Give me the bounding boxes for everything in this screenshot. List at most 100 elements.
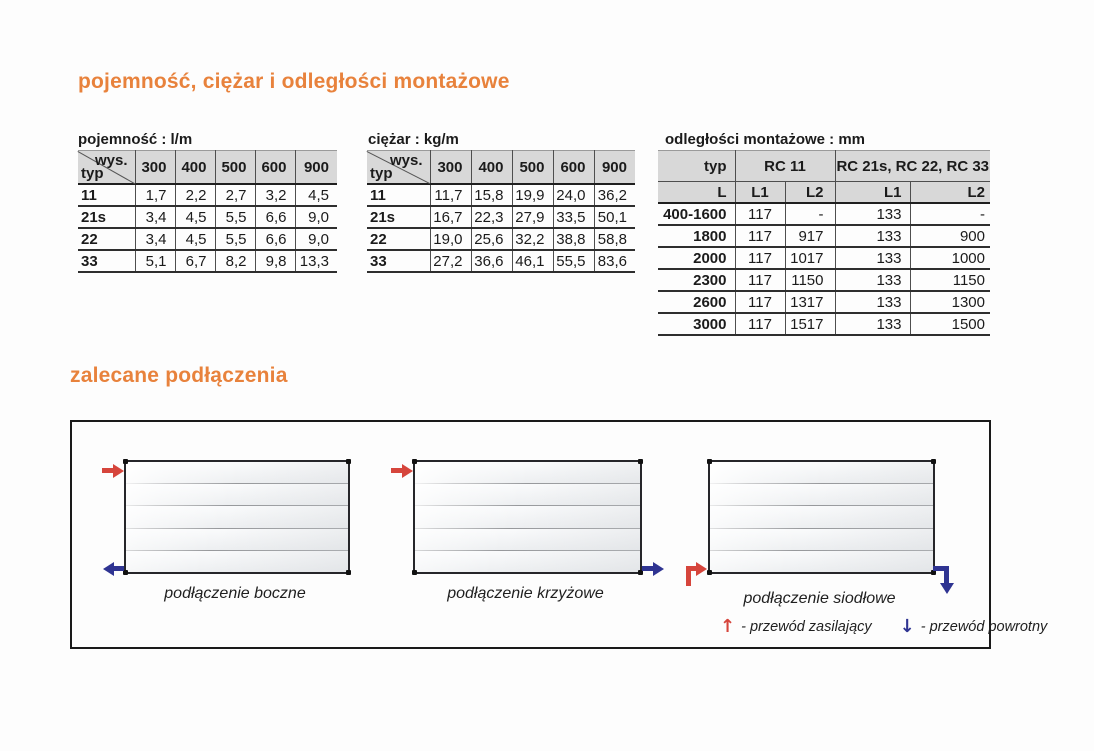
cell: 1517 (784, 313, 835, 336)
cell: - (909, 203, 990, 226)
legend-text: - przewód zasilający (741, 619, 872, 635)
capacity-header-row: wys. typ 300 400 500 600 900 (77, 150, 337, 185)
radiator-strip (415, 549, 640, 573)
cell: 9,0 (294, 228, 337, 251)
radiator-strip (415, 527, 640, 550)
cell: 4,5 (294, 184, 337, 207)
corner-cap (707, 459, 712, 464)
cell: - (784, 203, 835, 226)
return-elbow-vertical (944, 566, 949, 583)
cell: 24,0 (552, 184, 594, 207)
mounting-table: typ RC 11 RC 21s, RC 22, RC 33 L L1 L2 L… (658, 150, 990, 336)
row-header: 33 (78, 250, 135, 273)
weight-table: wys. typ 300 400 500 600 900 11 11,7 15,… (366, 150, 635, 273)
mounting-table-label: odległości montażowe : mm (665, 131, 866, 148)
radiator-strip (710, 505, 933, 528)
cell: 1300 (909, 291, 990, 314)
radiator-panel (123, 459, 351, 575)
sub-header-L: L (658, 181, 735, 204)
diagram-label: podłączenie siodłowe (743, 590, 896, 607)
cell: 1017 (784, 247, 835, 270)
column-header: 600 (552, 150, 594, 185)
return-arrow-icon (103, 561, 124, 576)
cell: 32,2 (511, 228, 553, 251)
cell: 9,8 (254, 250, 295, 273)
weight-header-row: wys. typ 300 400 500 600 900 (366, 150, 635, 185)
cell: 133 (834, 203, 910, 226)
row-header: 400-1600 (658, 203, 735, 226)
corner-cap (412, 570, 417, 575)
cell: 117 (734, 247, 785, 270)
capacity-table: wys. typ 300 400 500 600 900 11 1,7 2,2 … (77, 150, 337, 273)
corner-cap (931, 459, 936, 464)
cell: 15,8 (470, 184, 512, 207)
cell: 50,1 (593, 206, 635, 229)
table-row: 1800 117 917 133 900 (658, 225, 990, 248)
cell: 9,0 (294, 206, 337, 229)
cell: 58,8 (593, 228, 635, 251)
radiator-strip (126, 505, 348, 528)
column-header: 500 (511, 150, 553, 185)
row-header: 21s (78, 206, 135, 229)
return-arrow-down-icon: ↓ (899, 616, 915, 637)
cell: 27,2 (429, 250, 471, 273)
row-header: 2000 (658, 247, 735, 270)
cell: 5,1 (134, 250, 175, 273)
table-row: 3000 117 1517 133 1500 (658, 313, 990, 336)
cell: 4,5 (174, 228, 215, 251)
corner-cap (638, 570, 643, 575)
row-header: 2600 (658, 291, 735, 314)
table-row: 22 19,0 25,6 32,2 38,8 58,8 (367, 228, 635, 251)
cell: 38,8 (552, 228, 594, 251)
cell: 8,2 (214, 250, 255, 273)
cell: 1,7 (134, 184, 175, 207)
radiator-strip (415, 505, 640, 528)
corner-cap (123, 459, 128, 464)
supply-elbow-vertical (686, 566, 691, 586)
cell: 36,2 (593, 184, 635, 207)
table-row: 400-1600 117 - 133 - (658, 203, 990, 226)
cell: 3,4 (134, 228, 175, 251)
column-header: 400 (470, 150, 512, 185)
cell: 117 (734, 203, 785, 226)
connections-diagram-box: podłączenie boczne podłączenie krzyżowe … (70, 420, 1047, 649)
radiator-strip (710, 462, 933, 484)
cell: 1500 (909, 313, 990, 336)
cell: 133 (834, 313, 910, 336)
table-row: 2600 117 1317 133 1300 (658, 291, 990, 314)
corner-cap (412, 459, 417, 464)
group-header-rc21s: RC 21s, RC 22, RC 33 (834, 150, 990, 182)
cell: 6,6 (254, 206, 295, 229)
row-header: 11 (78, 184, 135, 207)
cell: 3,2 (254, 184, 295, 207)
legend-text: - przewód powrotny (920, 619, 1048, 635)
supply-elbow-arrow-icon (686, 561, 707, 576)
table-row: 2300 117 1150 133 1150 (658, 269, 990, 292)
weight-table-label: ciężar : kg/m (368, 131, 459, 148)
radiator-strip (415, 462, 640, 484)
cell: 117 (734, 291, 785, 314)
legend-item-supply: ↑ - przewód zasilający (720, 618, 872, 636)
column-header: 300 (429, 150, 471, 185)
cell: 3,4 (134, 206, 175, 229)
cell: 2,7 (214, 184, 255, 207)
cell: 1000 (909, 247, 990, 270)
diagram-label: podłączenie krzyżowe (447, 585, 604, 602)
corner-label-wys: wys. (94, 152, 128, 169)
cell: 917 (784, 225, 835, 248)
cell: 117 (734, 269, 785, 292)
row-header: 22 (78, 228, 135, 251)
return-arrow-icon (642, 561, 664, 576)
sub-header-L1: L1 (834, 181, 910, 204)
cell: 22,3 (470, 206, 512, 229)
cell: 117 (734, 313, 785, 336)
cell: 6,7 (174, 250, 215, 273)
corner-cell: wys. typ (366, 150, 431, 185)
corner-cap (931, 570, 936, 575)
column-header: 600 (254, 150, 295, 185)
cell: 11,7 (429, 184, 471, 207)
cell: 25,6 (470, 228, 512, 251)
legend: ↑ - przewód zasilający ↓ - przewód powro… (720, 618, 1047, 636)
cell: 27,9 (511, 206, 553, 229)
cell: 4,5 (174, 206, 215, 229)
